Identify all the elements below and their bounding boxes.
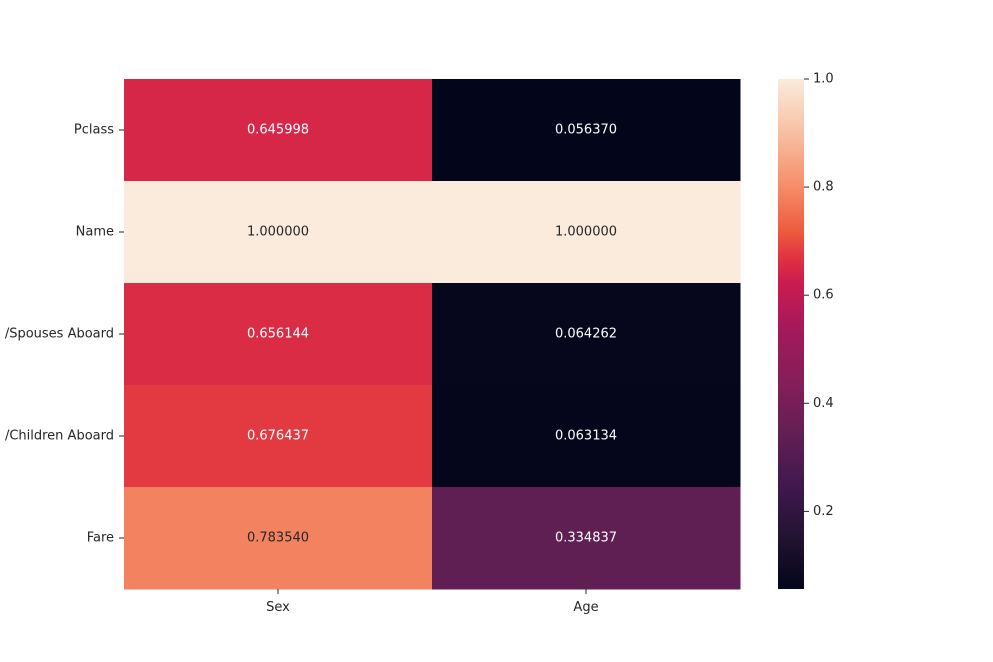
colorbar-tick-label: 0.4 [813, 396, 834, 411]
colorbar-tick-label: 0.2 [813, 504, 834, 519]
cell-annotation-label: 0.676437 [247, 429, 309, 444]
cell-annotation-label: 0.056370 [555, 123, 617, 138]
cell-annotation-label: 0.645998 [247, 123, 309, 138]
y-tick-label: Name [76, 225, 114, 240]
heatmap-cell-pclass-sex [124, 79, 433, 182]
cell-annotations: 0.645998 0.056370 1.000000 1.000000 0.656144… [247, 123, 617, 546]
colorbar-ticks: 0.2 0.4 0.6 0.8 1.0 [804, 72, 834, 519]
cell-annotation-label: 1.000000 [247, 225, 309, 240]
heatmap-cell-parents-children-aboard-age [432, 385, 741, 488]
y-tick-label: /Spouses Aboard [5, 327, 114, 342]
y-tick-label: Fare [87, 531, 114, 546]
heatmap-cell-siblings-spouses-aboard-age [432, 283, 741, 386]
heatmap-cell-name-age [432, 181, 741, 284]
y-tick-label: Pclass [74, 123, 114, 138]
heatmap-cell-name-sex [124, 181, 433, 284]
x-tick-label: Sex [266, 600, 290, 615]
x-tick-label: Age [573, 600, 598, 615]
heatmap-cell-fare-sex [124, 487, 433, 590]
cell-annotation-label: 0.064262 [555, 327, 617, 342]
cell-annotation-label: 0.063134 [555, 429, 617, 444]
colorbar-tick-label: 1.0 [813, 72, 834, 87]
heatmap-cell-pclass-age [432, 79, 741, 182]
heatmap-cell-siblings-spouses-aboard-sex [124, 283, 433, 386]
heatmap-cell-fare-age [432, 487, 741, 590]
cell-annotation-label: 1.000000 [555, 225, 617, 240]
heatmap-cells [124, 79, 741, 590]
colorbar: 0.2 0.4 0.6 0.8 1.0 [778, 72, 834, 589]
y-axis: Pclass Name/Spouses Aboard/Children Aboar… [5, 123, 124, 546]
colorbar-tick-label: 0.8 [813, 180, 834, 195]
colorbar-bar [778, 79, 804, 589]
heatmap-cell-parents-children-aboard-sex [124, 385, 433, 488]
cell-annotation-label: 0.334837 [555, 531, 617, 546]
y-tick-label: /Children Aboard [5, 429, 114, 444]
cell-annotation-label: 0.783540 [247, 531, 309, 546]
colorbar-tick-label: 0.6 [813, 288, 834, 303]
cell-annotation-label: 0.656144 [247, 327, 309, 342]
x-axis: Sex Age [266, 589, 599, 615]
